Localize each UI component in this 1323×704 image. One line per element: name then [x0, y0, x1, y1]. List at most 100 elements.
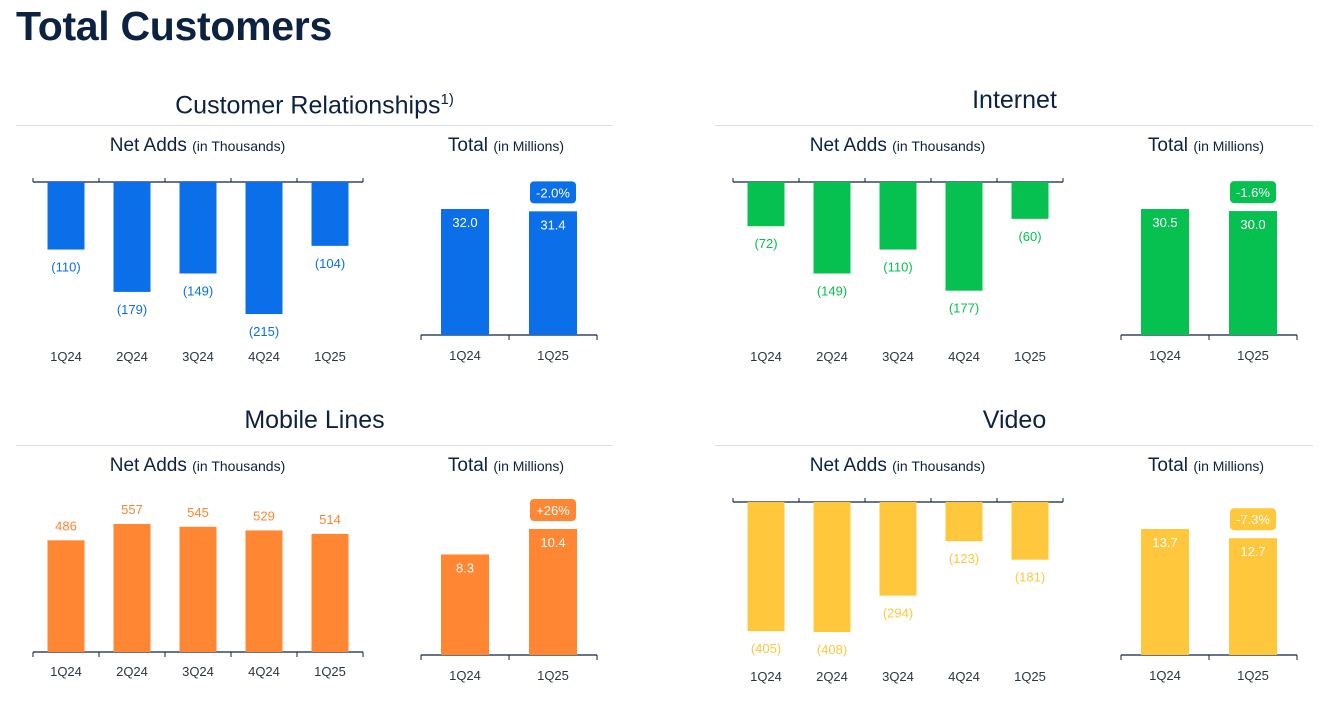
- panel-customer-relationships: Customer Relationships1) Net Adds (in Th…: [16, 84, 613, 384]
- net-adds-value-label: 514: [319, 512, 341, 527]
- net-adds-title: Net Adds (in Thousands): [716, 134, 1079, 158]
- net-adds-category-label: 1Q24: [50, 349, 82, 364]
- net-adds-category-label: 4Q24: [948, 669, 980, 684]
- panel-title: Internet: [716, 84, 1313, 116]
- net-adds-value-label: 486: [55, 518, 77, 533]
- net-adds-bar: [747, 502, 785, 632]
- total-category-label: 1Q25: [1237, 348, 1269, 363]
- page-title: Total Customers: [16, 3, 332, 49]
- change-badge-label: -2.0%: [536, 185, 570, 200]
- total-category-label: 1Q24: [1149, 348, 1181, 363]
- total-value-label: 30.0: [1240, 217, 1265, 232]
- net-adds-value-label: (405): [751, 641, 781, 656]
- total-title: Total (in Millions): [413, 454, 599, 478]
- total-unit: (in Millions): [493, 138, 565, 154]
- net-adds-value-label: (110): [51, 260, 80, 275]
- panel-chart: (405) 1Q24 (408) 2Q24 (294) 3Q24 (123) 4Q24 (181…: [732, 498, 1298, 684]
- total-title: Total (in Millions): [1113, 454, 1299, 478]
- total-title: Total (in Millions): [1113, 134, 1299, 158]
- net-adds-category-label: 2Q24: [116, 349, 148, 364]
- change-badge: [1230, 181, 1276, 204]
- total-unit: (in Millions): [493, 458, 565, 474]
- net-adds-title-text: Net Adds: [809, 455, 887, 476]
- change-badge-label: -1.6%: [1236, 185, 1270, 200]
- change-badge-label: -7.3%: [1236, 512, 1270, 527]
- net-adds-bar: [813, 502, 851, 632]
- net-adds-title: Net Adds (in Thousands): [16, 454, 379, 478]
- total-value-label: 13.7: [1152, 535, 1177, 550]
- panel-divider: [16, 445, 613, 446]
- net-adds-category-label: 1Q24: [750, 669, 782, 684]
- total-category-label: 1Q25: [537, 348, 569, 363]
- net-adds-bar: [311, 533, 349, 652]
- net-adds-value-label: 529: [253, 508, 275, 523]
- net-adds-bar: [945, 182, 983, 291]
- panel-mobile-lines: Mobile Lines Net Adds (in Thousands) Tot…: [16, 404, 613, 704]
- change-badge: [530, 181, 576, 204]
- net-adds-bar: [945, 502, 983, 542]
- net-adds-unit: (in Thousands): [192, 138, 286, 154]
- net-adds-bar: [1011, 502, 1049, 560]
- change-badge: [530, 499, 576, 521]
- net-adds-category-label: 1Q24: [750, 349, 782, 364]
- net-adds-category-label: 3Q24: [882, 669, 914, 684]
- total-bar: [1141, 529, 1189, 655]
- panel-divider: [716, 125, 1313, 126]
- total-bar: [1229, 211, 1277, 335]
- total-value-label: 10.4: [540, 535, 565, 550]
- panel-title-text: Customer Relationships: [175, 91, 441, 120]
- panel-title-text: Internet: [972, 86, 1057, 114]
- panel-divider: [16, 125, 613, 126]
- net-adds-bar: [245, 182, 283, 314]
- net-adds-category-label: 4Q24: [948, 349, 980, 364]
- net-adds-category-label: 3Q24: [182, 349, 214, 364]
- total-category-label: 1Q24: [449, 668, 481, 683]
- total-title-text: Total: [1147, 135, 1189, 156]
- net-adds-value-label: (179): [117, 302, 147, 317]
- total-bar: [1141, 209, 1189, 335]
- total-category-label: 1Q24: [449, 348, 481, 363]
- net-adds-category-label: 3Q24: [882, 349, 914, 364]
- change-badge: [1230, 508, 1276, 531]
- total-unit: (in Millions): [1193, 138, 1265, 154]
- net-adds-value-label: (104): [315, 256, 345, 271]
- panel-title: Customer Relationships1): [16, 84, 613, 121]
- net-adds-bar: [113, 524, 151, 652]
- net-adds-unit: (in Thousands): [892, 458, 986, 474]
- net-adds-category-label: 4Q24: [248, 349, 280, 364]
- net-adds-category-label: 2Q24: [816, 349, 848, 364]
- change-badge-label: +26%: [536, 503, 570, 518]
- panel-divider: [716, 445, 1313, 446]
- net-adds-bar: [179, 526, 217, 652]
- net-adds-title: Net Adds (in Thousands): [716, 454, 1079, 478]
- net-adds-category-label: 2Q24: [116, 664, 148, 679]
- total-title-text: Total: [447, 135, 489, 156]
- net-adds-bar: [47, 182, 85, 250]
- net-adds-bar: [879, 502, 917, 596]
- total-bar: [441, 209, 489, 335]
- net-adds-value-label: (408): [817, 642, 847, 657]
- total-category-label: 1Q25: [537, 668, 569, 683]
- net-adds-value-label: 557: [121, 502, 143, 517]
- total-bar: [1229, 538, 1277, 655]
- panel-title-text: Mobile Lines: [244, 406, 385, 434]
- net-adds-value-label: 545: [187, 505, 209, 520]
- total-value-label: 31.4: [540, 217, 565, 232]
- footnote-marker: 1): [440, 91, 454, 108]
- net-adds-bar: [1011, 182, 1049, 219]
- panel-title: Mobile Lines: [16, 404, 613, 436]
- net-adds-category-label: 1Q25: [1014, 669, 1046, 684]
- net-adds-title: Net Adds (in Thousands): [16, 134, 379, 158]
- net-adds-value-label: (294): [883, 606, 913, 621]
- net-adds-bar: [47, 540, 85, 652]
- total-value-label: 12.7: [1240, 544, 1265, 559]
- total-title: Total (in Millions): [413, 134, 599, 158]
- panel-title-text: Video: [982, 406, 1047, 434]
- panel-video: Video Net Adds (in Thousands) Total (in …: [716, 404, 1313, 704]
- net-adds-category-label: 2Q24: [816, 669, 848, 684]
- total-title-text: Total: [447, 455, 489, 476]
- net-adds-bar: [245, 530, 283, 652]
- net-adds-value-label: (123): [949, 551, 979, 566]
- net-adds-value-label: (72): [754, 236, 777, 251]
- net-adds-value-label: (177): [949, 301, 979, 316]
